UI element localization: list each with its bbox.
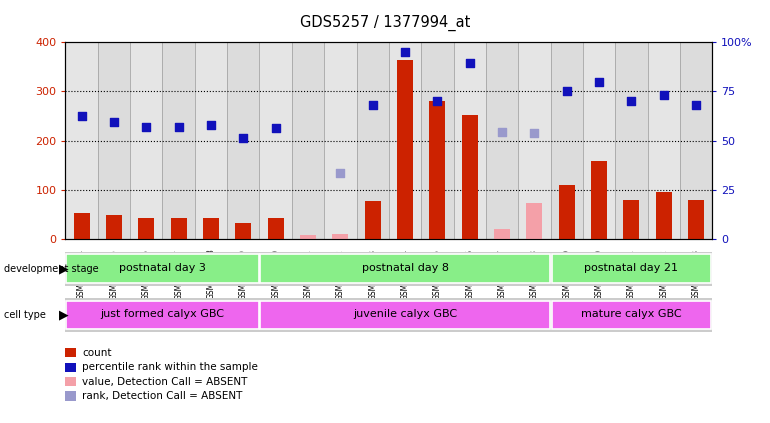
Bar <box>162 42 195 239</box>
Bar <box>583 42 615 239</box>
Bar <box>518 42 551 239</box>
Bar <box>292 42 324 239</box>
Bar <box>236 223 251 239</box>
Bar <box>171 218 186 239</box>
Point <box>367 102 379 109</box>
Bar <box>389 42 421 239</box>
Bar <box>421 42 454 239</box>
Point <box>690 102 702 109</box>
Bar <box>106 215 122 239</box>
Text: ▶: ▶ <box>59 309 69 321</box>
Text: mature calyx GBC: mature calyx GBC <box>581 310 681 319</box>
Point <box>593 78 605 85</box>
Bar <box>559 185 574 239</box>
Point <box>625 98 638 105</box>
Bar <box>268 218 283 239</box>
Bar <box>260 254 550 283</box>
Bar <box>680 42 712 239</box>
Bar <box>227 42 259 239</box>
Bar <box>454 42 486 239</box>
Text: postnatal day 3: postnatal day 3 <box>119 263 206 273</box>
Bar <box>74 214 90 239</box>
Bar <box>203 218 219 239</box>
Point <box>464 60 476 66</box>
Bar <box>494 229 510 239</box>
Point <box>528 130 541 137</box>
Point <box>205 121 217 128</box>
Bar <box>551 301 711 330</box>
Point <box>108 118 120 125</box>
Bar <box>591 161 607 239</box>
Point <box>431 98 444 105</box>
Bar <box>324 42 357 239</box>
Point <box>658 92 670 99</box>
Text: ▶: ▶ <box>59 262 69 275</box>
Bar <box>688 200 704 239</box>
Bar <box>397 60 413 239</box>
Bar <box>195 42 227 239</box>
Text: juvenile calyx GBC: juvenile calyx GBC <box>353 310 457 319</box>
Text: postnatal day 21: postnatal day 21 <box>584 263 678 273</box>
Bar <box>98 42 130 239</box>
Point <box>561 88 573 95</box>
Text: just formed calyx GBC: just formed calyx GBC <box>100 310 225 319</box>
Bar <box>430 102 445 239</box>
Text: postnatal day 8: postnatal day 8 <box>362 263 448 273</box>
Bar <box>365 201 380 239</box>
Text: value, Detection Call = ABSENT: value, Detection Call = ABSENT <box>82 376 248 387</box>
Bar <box>66 254 259 283</box>
Bar <box>655 192 671 239</box>
Bar <box>551 42 583 239</box>
Point <box>270 125 282 132</box>
Bar <box>648 42 680 239</box>
Bar <box>486 42 518 239</box>
Bar <box>300 235 316 239</box>
Text: percentile rank within the sample: percentile rank within the sample <box>82 362 258 372</box>
Bar <box>259 42 292 239</box>
Text: development stage: development stage <box>4 264 99 274</box>
Text: rank, Detection Call = ABSENT: rank, Detection Call = ABSENT <box>82 391 243 401</box>
Point <box>334 169 346 176</box>
Text: cell type: cell type <box>4 310 45 320</box>
Bar <box>333 234 348 239</box>
Bar <box>139 218 154 239</box>
Bar <box>623 200 639 239</box>
Text: count: count <box>82 348 112 358</box>
Bar <box>260 301 550 330</box>
Bar <box>357 42 389 239</box>
Point <box>75 113 88 119</box>
Point <box>172 124 185 130</box>
Bar <box>615 42 648 239</box>
Point <box>399 49 411 55</box>
Text: GDS5257 / 1377994_at: GDS5257 / 1377994_at <box>300 15 470 31</box>
Point <box>237 135 249 142</box>
Bar <box>65 42 98 239</box>
Bar <box>130 42 162 239</box>
Bar <box>527 203 542 239</box>
Bar <box>66 301 259 330</box>
Bar <box>461 115 477 239</box>
Bar <box>551 254 711 283</box>
Point <box>496 129 508 135</box>
Point <box>140 124 152 130</box>
